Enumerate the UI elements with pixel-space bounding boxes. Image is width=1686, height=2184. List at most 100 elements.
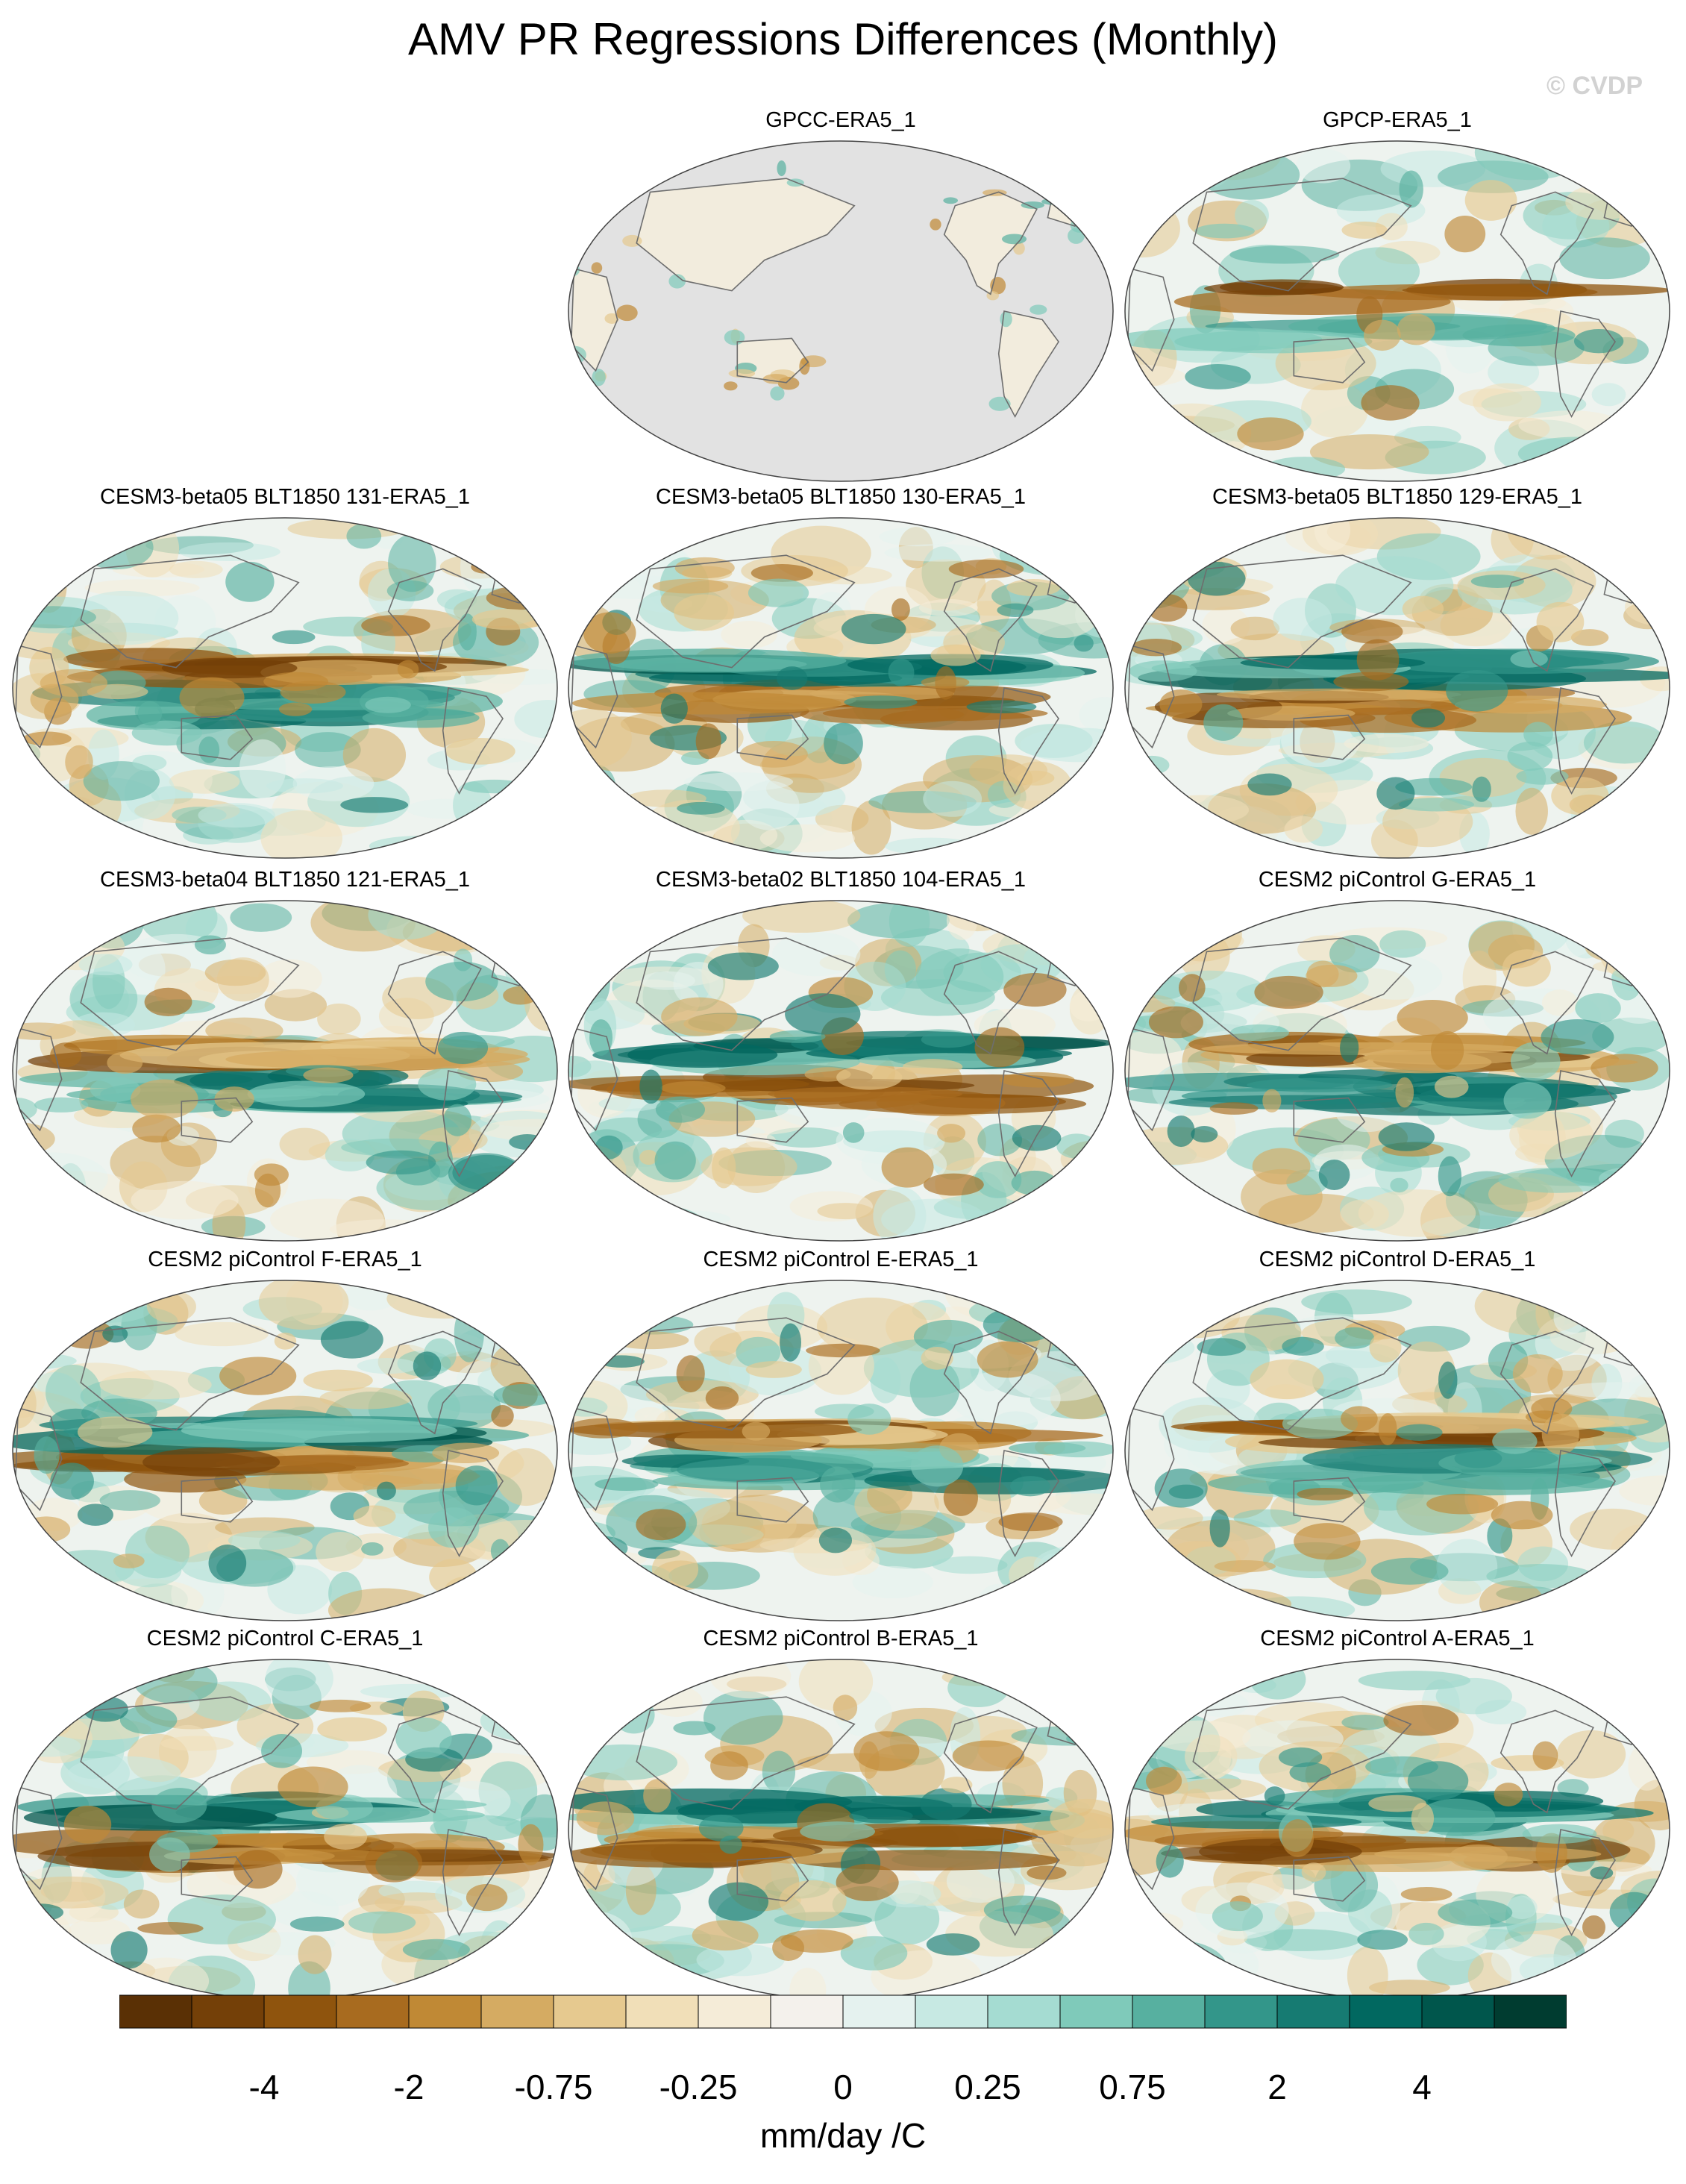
field-anomaly-blob xyxy=(983,1895,1061,1924)
field-anomaly-blob xyxy=(483,1586,557,1621)
field-anomaly-blob xyxy=(298,1935,332,1974)
field-anomaly-blob xyxy=(1000,1071,1075,1088)
field-anomaly-blob xyxy=(1556,905,1658,937)
coastline xyxy=(1499,1709,1594,1814)
field-anomaly-blob xyxy=(1341,1406,1378,1432)
field-anomaly-blob xyxy=(131,1079,198,1119)
field-anomaly-blob xyxy=(770,386,785,401)
field-anomaly-blob xyxy=(61,1205,98,1225)
panel-title: CESM2 piControl C-ERA5_1 xyxy=(146,1627,424,1650)
field-anomaly-blob xyxy=(13,939,79,958)
field-anomaly-blob xyxy=(910,1445,964,1487)
map-panel: CESM3-beta05 BLT1850 131-ERA5_1 xyxy=(9,485,561,862)
field-anomaly-blob xyxy=(833,1695,858,1721)
field-anomaly-blob xyxy=(1379,930,1426,958)
field-anomaly-blob xyxy=(789,1968,827,2000)
field-anomaly-blob xyxy=(1329,935,1380,973)
field-anomaly-blob xyxy=(1282,1336,1324,1356)
field-anomaly-blob xyxy=(1454,1448,1502,1468)
field-anomaly-blob xyxy=(225,561,275,602)
coastline xyxy=(1192,937,1412,1051)
field-anomaly-blob xyxy=(309,1699,372,1712)
field-anomaly-blob xyxy=(661,997,738,1036)
field-anomaly-blob xyxy=(107,1051,143,1074)
field-anomaly-blob xyxy=(123,1889,160,1919)
field-anomaly-blob xyxy=(844,695,918,709)
field-anomaly-blob xyxy=(1574,329,1624,354)
field-anomaly-blob xyxy=(1030,304,1047,315)
field-anomaly-blob xyxy=(1194,223,1255,239)
field-anomaly-blob xyxy=(1532,1741,1558,1770)
field-anomaly-blob xyxy=(23,518,63,554)
coastline xyxy=(1293,1477,1366,1523)
field-anomaly-blob xyxy=(208,1545,247,1582)
field-anomaly-blob xyxy=(1125,1596,1172,1621)
field-anomaly-blob xyxy=(34,1436,60,1474)
field-anomaly-blob xyxy=(30,683,79,716)
field-anomaly-blob xyxy=(1341,619,1403,644)
field-anomaly-blob xyxy=(589,1019,613,1056)
field-anomaly-blob xyxy=(493,1383,557,1407)
globe-map xyxy=(568,900,1114,1242)
field-anomaly-blob xyxy=(1438,1361,1458,1399)
field-anomaly-blob xyxy=(1434,1075,1469,1098)
field-anomaly-blob xyxy=(1003,973,1067,1007)
colorbar-tick-label: -0.75 xyxy=(514,2068,593,2106)
map-border xyxy=(12,1280,558,1621)
field-anomaly-blob xyxy=(1125,1280,1210,1340)
field-anomaly-blob xyxy=(1073,190,1090,200)
field-anomaly-blob xyxy=(943,1479,978,1516)
field-anomaly-blob xyxy=(1179,1200,1232,1241)
field-anomaly-blob xyxy=(1611,1300,1666,1339)
field-anomaly-blob xyxy=(13,520,43,548)
field-anomaly-blob xyxy=(264,989,328,1021)
colorbar-box xyxy=(698,1994,771,2029)
field-anomaly-blob xyxy=(395,1717,452,1759)
field-anomaly-blob xyxy=(820,1466,856,1503)
coastline xyxy=(181,714,254,760)
panel-title: CESM3-beta05 BLT1850 129-ERA5_1 xyxy=(1212,485,1582,509)
field-anomaly-blob xyxy=(1027,1662,1113,1713)
coastline xyxy=(736,337,809,384)
field-anomaly-blob xyxy=(68,1756,181,1791)
field-anomaly-blob xyxy=(1353,1051,1492,1074)
field-anomaly-blob xyxy=(1086,212,1104,219)
coastline xyxy=(997,1829,1059,1937)
field-anomaly-blob xyxy=(1230,616,1280,641)
field-anomaly-blob xyxy=(1199,1838,1362,1865)
field-anomaly-blob xyxy=(1446,669,1508,712)
field-anomaly-blob xyxy=(1541,989,1579,1016)
field-anomaly-blob xyxy=(986,1661,1082,1687)
field-anomaly-blob xyxy=(257,959,322,998)
field-anomaly-blob xyxy=(568,798,597,825)
field-anomaly-blob xyxy=(568,1195,655,1241)
field-anomaly-blob xyxy=(460,537,506,596)
field-anomaly-blob xyxy=(745,1133,777,1149)
coastline xyxy=(736,714,809,760)
map-panel: GPCP-ERA5_1 xyxy=(1121,108,1673,485)
field-anomaly-blob xyxy=(303,1369,373,1392)
field-anomaly-blob xyxy=(99,1490,160,1511)
field-anomaly-blob xyxy=(745,1361,802,1378)
field-anomaly-blob xyxy=(454,1304,484,1362)
coastline xyxy=(570,1407,618,1512)
field-anomaly-blob xyxy=(1502,949,1551,987)
field-anomaly-blob xyxy=(840,1936,908,1971)
panel-title: CESM2 piControl G-ERA5_1 xyxy=(1258,868,1537,892)
field-anomaly-blob xyxy=(361,1542,383,1556)
field-anomaly-blob xyxy=(1035,1553,1072,1595)
field-anomaly-blob xyxy=(1341,221,1388,240)
coastline xyxy=(387,568,482,672)
field-anomaly-blob xyxy=(703,1690,783,1745)
field-anomaly-blob xyxy=(748,578,809,607)
field-anomaly-blob xyxy=(568,901,600,936)
map-panel: CESM2 piControl C-ERA5_1 xyxy=(9,1627,561,2003)
globe-map xyxy=(12,517,558,859)
field-anomaly-blob xyxy=(47,901,136,930)
field-anomaly-blob xyxy=(1492,1428,1538,1454)
field-anomaly-blob xyxy=(1007,1659,1068,1703)
field-anomaly-blob xyxy=(568,769,592,826)
field-anomaly-blob xyxy=(27,1191,90,1230)
field-anomaly-blob xyxy=(1181,1589,1292,1620)
coastline xyxy=(1293,337,1366,384)
